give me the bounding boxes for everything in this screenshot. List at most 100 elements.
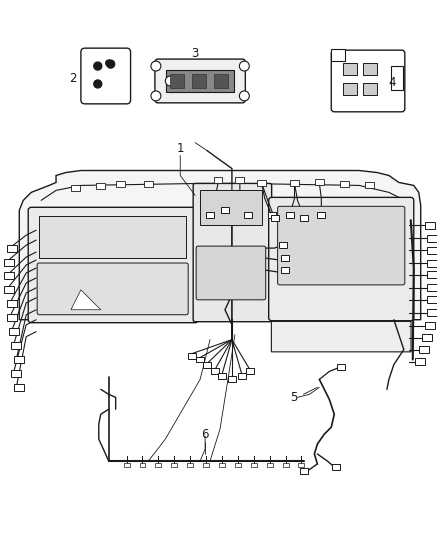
Bar [14,384,24,391]
Bar [281,255,289,261]
Bar [39,216,186,258]
Bar [170,74,184,88]
Bar [219,463,225,467]
Bar [7,300,17,308]
Bar [11,342,21,349]
Bar [363,63,377,75]
Circle shape [240,91,249,101]
Bar [187,463,193,467]
Bar [332,464,340,470]
Bar [425,322,434,329]
Bar [116,181,125,188]
Bar [238,374,246,379]
Bar [300,215,308,221]
Circle shape [165,76,175,86]
Bar [300,468,308,474]
Bar [7,245,17,252]
Bar [203,362,211,368]
FancyBboxPatch shape [331,50,405,112]
Bar [419,346,429,353]
FancyBboxPatch shape [272,321,411,352]
Bar [221,207,229,213]
Bar [192,74,206,88]
Bar [124,463,130,467]
Bar [246,368,254,375]
Bar [427,271,437,278]
FancyBboxPatch shape [193,183,272,322]
Bar [363,83,377,95]
Bar [427,260,437,266]
Bar [244,212,252,218]
Bar [71,185,81,191]
Text: 2: 2 [69,72,77,85]
Bar [235,463,241,467]
Bar [298,463,304,467]
Bar [211,368,219,375]
Bar [427,296,437,303]
Circle shape [240,61,249,71]
Text: 6: 6 [201,427,209,441]
Text: 4: 4 [388,76,396,90]
Circle shape [151,91,161,101]
Bar [427,247,437,254]
Bar [214,177,223,183]
Bar [271,215,279,221]
Circle shape [107,60,115,68]
Bar [364,182,374,188]
Bar [337,365,345,370]
Bar [343,83,357,95]
Text: 1: 1 [177,142,184,155]
Bar [171,463,177,467]
Polygon shape [71,290,101,310]
Bar [283,463,289,467]
FancyBboxPatch shape [278,206,405,285]
Bar [318,212,325,218]
Bar [9,328,19,335]
Bar [391,66,403,90]
Bar [343,63,357,75]
Bar [257,181,266,187]
Circle shape [151,61,161,71]
Bar [7,314,17,321]
Bar [290,181,299,187]
Bar [235,177,244,183]
Bar [331,49,345,61]
FancyBboxPatch shape [28,207,198,322]
Bar [422,334,431,341]
Bar [427,235,437,241]
Bar [286,212,293,218]
Bar [140,463,145,467]
FancyBboxPatch shape [37,263,188,315]
Bar [203,463,209,467]
Circle shape [106,60,112,66]
Bar [279,242,286,248]
Bar [340,181,349,188]
Bar [4,272,14,279]
Bar [425,222,434,229]
FancyBboxPatch shape [81,48,131,104]
Circle shape [94,62,102,70]
Bar [188,352,196,359]
Bar [11,370,21,377]
Bar [196,357,204,362]
Bar [228,376,236,382]
Bar [315,180,324,185]
Text: 3: 3 [191,46,199,60]
Bar [251,463,257,467]
Bar [281,267,289,273]
Bar [14,356,24,363]
Circle shape [94,80,102,88]
Bar [155,463,161,467]
Bar [268,212,276,218]
FancyBboxPatch shape [268,197,414,321]
FancyBboxPatch shape [196,246,266,300]
Bar [214,74,228,88]
Bar [200,190,262,225]
Bar [96,183,105,189]
Bar [144,181,153,188]
Bar [415,358,425,365]
Bar [4,259,14,265]
Text: 5: 5 [290,391,297,404]
Bar [267,463,273,467]
Polygon shape [19,171,421,320]
